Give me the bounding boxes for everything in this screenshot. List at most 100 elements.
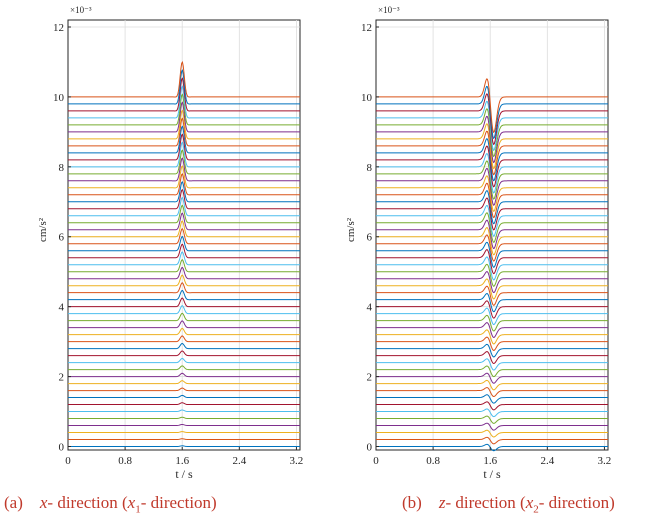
- panel-a: 0 0.8 1.6 2.4 3.2 0 2 4 6 8 10 12 t / s cm/s² ×10⁻³: [37, 5, 303, 481]
- panel-a-trace-13: [68, 350, 300, 357]
- panel-b-trace-31: [376, 219, 608, 250]
- caption-a-mid: - direction (: [47, 493, 128, 512]
- panel-b-trace-32: [376, 212, 608, 243]
- panel-b-trace-17: [376, 322, 608, 338]
- caption-a: (a) x- direction (x1- direction): [4, 493, 217, 515]
- panel-a-trace-38: [68, 157, 300, 182]
- panel-a-xlabel: t / s: [175, 467, 193, 481]
- caption-b: (b) z- direction (x2- direction): [402, 493, 615, 515]
- panel-a-xtick-label-2: 1.6: [175, 455, 189, 467]
- panel-a-trace-16: [68, 327, 300, 336]
- caption-b-axis: z: [438, 493, 446, 512]
- panel-a-trace-17: [68, 320, 300, 329]
- panel-a-ytick-label-6: 12: [53, 22, 64, 34]
- panel-b-trace-36: [376, 182, 608, 219]
- panel-b-trace-39: [376, 160, 608, 200]
- panel-b-exponent-label: ×10⁻³: [378, 5, 400, 15]
- panel-a-trace-12: [68, 357, 300, 364]
- panel-b-trace-0: [376, 443, 608, 452]
- panel-b-trace-26: [376, 256, 608, 281]
- panel-b-trace-22: [376, 285, 608, 306]
- panel-a-trace-4: [68, 416, 300, 420]
- panel-a-trace-29: [68, 228, 300, 245]
- panel-b-trace-20: [376, 300, 608, 319]
- panel-a-trace-9: [68, 380, 300, 385]
- panel-a-trace-35: [68, 181, 300, 203]
- panel-a-ytick-label-0: 0: [59, 442, 65, 454]
- panel-a-trace-44: [68, 109, 300, 140]
- panel-b-trace-28: [376, 241, 608, 268]
- panel-a-trace-28: [68, 235, 300, 252]
- panel-b-trace-23: [376, 278, 608, 300]
- panel-a-ytick-label-3: 6: [59, 232, 65, 244]
- caption-b-mid: - direction (: [445, 493, 526, 512]
- panel-b-trace-30: [376, 227, 608, 256]
- panel-b-ytick-label-2: 4: [367, 302, 373, 314]
- panel-a-xtick-label-3: 2.4: [232, 455, 246, 467]
- panel-b-trace-49: [376, 85, 608, 140]
- panel-a-trace-47: [68, 85, 300, 119]
- panel-b-trace-8: [376, 387, 608, 397]
- panel-a-trace-49: [68, 69, 300, 105]
- panel-a-trace-41: [68, 133, 300, 161]
- panel-a-trace-23: [68, 274, 300, 287]
- panel-b-trace-44: [376, 123, 608, 170]
- panel-b-trace-15: [376, 336, 608, 351]
- panel-a-trace-7: [68, 394, 300, 399]
- panel-b-trace-3: [376, 422, 608, 431]
- panel-a-trace-33: [68, 196, 300, 217]
- panel-b-trace-42: [376, 138, 608, 182]
- panel-b-xtick-label-2: 1.6: [483, 455, 497, 467]
- panel-a-trace-21: [68, 289, 300, 301]
- panel-a-ytick-label-4: 8: [59, 162, 65, 174]
- panel-a-ytick-label-2: 4: [59, 302, 65, 314]
- panel-b-trace-4: [376, 415, 608, 424]
- caption-a-label: (a): [4, 493, 23, 512]
- panel-a-ytick-label-5: 10: [53, 92, 65, 104]
- panel-b-trace-41: [376, 145, 608, 188]
- panel-b-trace-21: [376, 293, 608, 313]
- panel-b-trace-38: [376, 167, 608, 206]
- panel-b-xtick-label-4: 3.2: [598, 455, 612, 467]
- panel-b-trace-45: [376, 115, 608, 164]
- panel-a-trace-26: [68, 251, 300, 266]
- caption-a-axis: x: [39, 493, 48, 512]
- panel-b-trace-14: [376, 343, 608, 358]
- panel-a-trace-11: [68, 365, 300, 371]
- panel-b-trace-12: [376, 358, 608, 371]
- panel-b-trace-2: [376, 429, 608, 438]
- panel-a-trace-45: [68, 101, 300, 133]
- panel-b-trace-43: [376, 130, 608, 176]
- panel-b-ytick-label-4: 8: [367, 162, 373, 174]
- panel-a-trace-15: [68, 335, 300, 343]
- panel-b-trace-6: [376, 401, 608, 411]
- panel-a-trace-25: [68, 259, 300, 273]
- panel-b-xtick-label-3: 2.4: [540, 455, 554, 467]
- panel-b-xtick-label-1: 0.8: [426, 455, 440, 467]
- panel-a-trace-1: [68, 438, 300, 441]
- panel-a-trace-6: [68, 402, 300, 406]
- caption-a-tail: - direction): [140, 493, 217, 512]
- panel-a-trace-10: [68, 372, 300, 378]
- caption-a-sub: 1: [135, 503, 141, 516]
- panel-a-trace-27: [68, 243, 300, 259]
- panel-a-xtick-label-4: 3.2: [290, 455, 304, 467]
- panel-a-trace-48: [68, 77, 300, 112]
- panel-b-trace-35: [376, 190, 608, 225]
- panel-a-trace-37: [68, 165, 300, 189]
- panel-b-ylabel: cm/s²: [345, 217, 357, 242]
- panel-b-trace-13: [376, 351, 608, 364]
- panel-a-trace-2: [68, 431, 300, 434]
- panel-a-trace-20: [68, 297, 300, 308]
- panel-b-trace-5: [376, 408, 608, 418]
- panel-a-trace-32: [68, 204, 300, 224]
- panel-b-trace-19: [376, 307, 608, 326]
- panel-a-trace-43: [68, 117, 300, 147]
- panel-a-trace-46: [68, 93, 300, 126]
- panel-b-trace-50: [376, 78, 608, 134]
- panel-b-xlabel: t / s: [483, 467, 501, 481]
- panel-b-ytick-label-3: 6: [367, 232, 373, 244]
- panel-b-trace-18: [376, 314, 608, 332]
- panel-a-trace-8: [68, 387, 300, 392]
